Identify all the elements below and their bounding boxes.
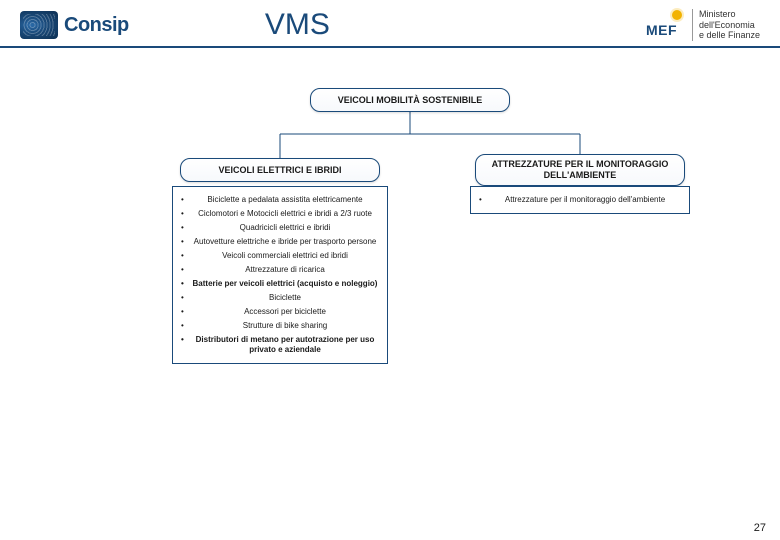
- list-item: Accessori per biciclette: [181, 305, 379, 319]
- list-item: Veicoli commerciali elettrici ed ibridi: [181, 249, 379, 263]
- connector-lines: [0, 48, 780, 488]
- node-root: VEICOLI MOBILITÀ SOSTENIBILE: [310, 88, 510, 112]
- list-item: Attrezzature per il monitoraggio dell'am…: [479, 193, 681, 207]
- consip-logo-text: Consip: [64, 14, 129, 37]
- node-left: VEICOLI ELETTRICI E IBRIDI: [180, 158, 380, 182]
- page-number: 27: [754, 522, 766, 534]
- list-right: Attrezzature per il monitoraggio dell'am…: [470, 186, 690, 214]
- list-item: Batterie per veicoli elettrici (acquisto…: [181, 277, 379, 291]
- list-left-items: Biciclette a pedalata assistita elettric…: [181, 193, 379, 357]
- list-item: Strutture di bike sharing: [181, 319, 379, 333]
- list-left: Biciclette a pedalata assistita elettric…: [172, 186, 388, 364]
- list-right-items: Attrezzature per il monitoraggio dell'am…: [479, 193, 681, 207]
- mef-logo-icon: MEF: [646, 12, 684, 38]
- list-item: Biciclette: [181, 291, 379, 305]
- list-item: Distributori di metano per autotrazione …: [181, 333, 379, 357]
- logo-mef: MEF Ministero dell'Economia e delle Fina…: [646, 9, 760, 40]
- logo-consip: Consip: [20, 11, 129, 39]
- list-item: Quadricicli elettrici e ibridi: [181, 221, 379, 235]
- list-item: Ciclomotori e Motocicli elettrici e ibri…: [181, 207, 379, 221]
- node-right: ATTREZZATURE PER IL MONITORAGGIO DELL'AM…: [475, 154, 685, 186]
- slide-title: VMS: [265, 8, 330, 42]
- list-item: Attrezzature di ricarica: [181, 263, 379, 277]
- slide-header: Consip VMS MEF Ministero dell'Economia e…: [0, 0, 780, 48]
- org-chart: VEICOLI MOBILITÀ SOSTENIBILE VEICOLI ELE…: [0, 48, 780, 488]
- consip-logo-icon: [20, 11, 58, 39]
- mef-logo-text: Ministero dell'Economia e delle Finanze: [692, 9, 760, 40]
- list-item: Biciclette a pedalata assistita elettric…: [181, 193, 379, 207]
- list-item: Autovetture elettriche e ibride per tras…: [181, 235, 379, 249]
